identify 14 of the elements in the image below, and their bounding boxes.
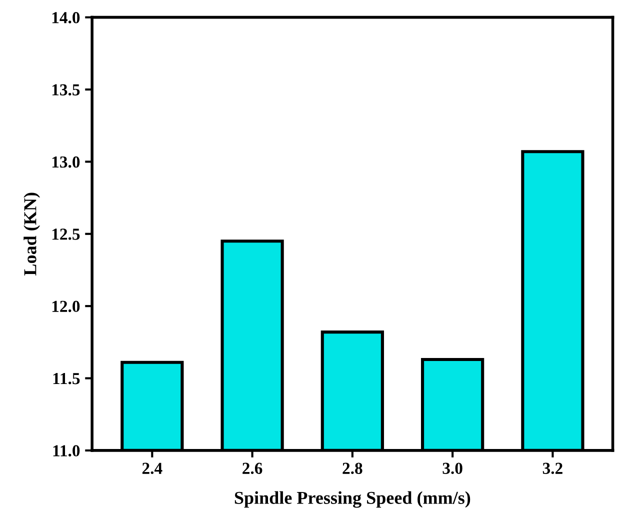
x-tick-label: 2.8 [342,462,362,474]
x-tick-label: 2.6 [242,462,262,474]
x-tick-label: 2.4 [142,462,162,474]
y-tick-label: 12.5 [52,228,80,240]
y-axis-title: Load (KN) [24,192,40,276]
y-tick-label: 14.0 [52,12,80,24]
y-tick-label: 11.5 [53,373,80,384]
y-tick-label: 11.0 [53,445,80,456]
x-axis-title: Spindle Pressing Speed (mm/s) [234,491,470,508]
x-tick-label: 3.2 [542,462,562,474]
y-tick-label: 12.0 [52,300,80,312]
y-tick-label: 13.0 [52,156,80,168]
x-tick-label: 3.0 [442,462,462,474]
y-tick-label: 13.5 [52,84,80,96]
